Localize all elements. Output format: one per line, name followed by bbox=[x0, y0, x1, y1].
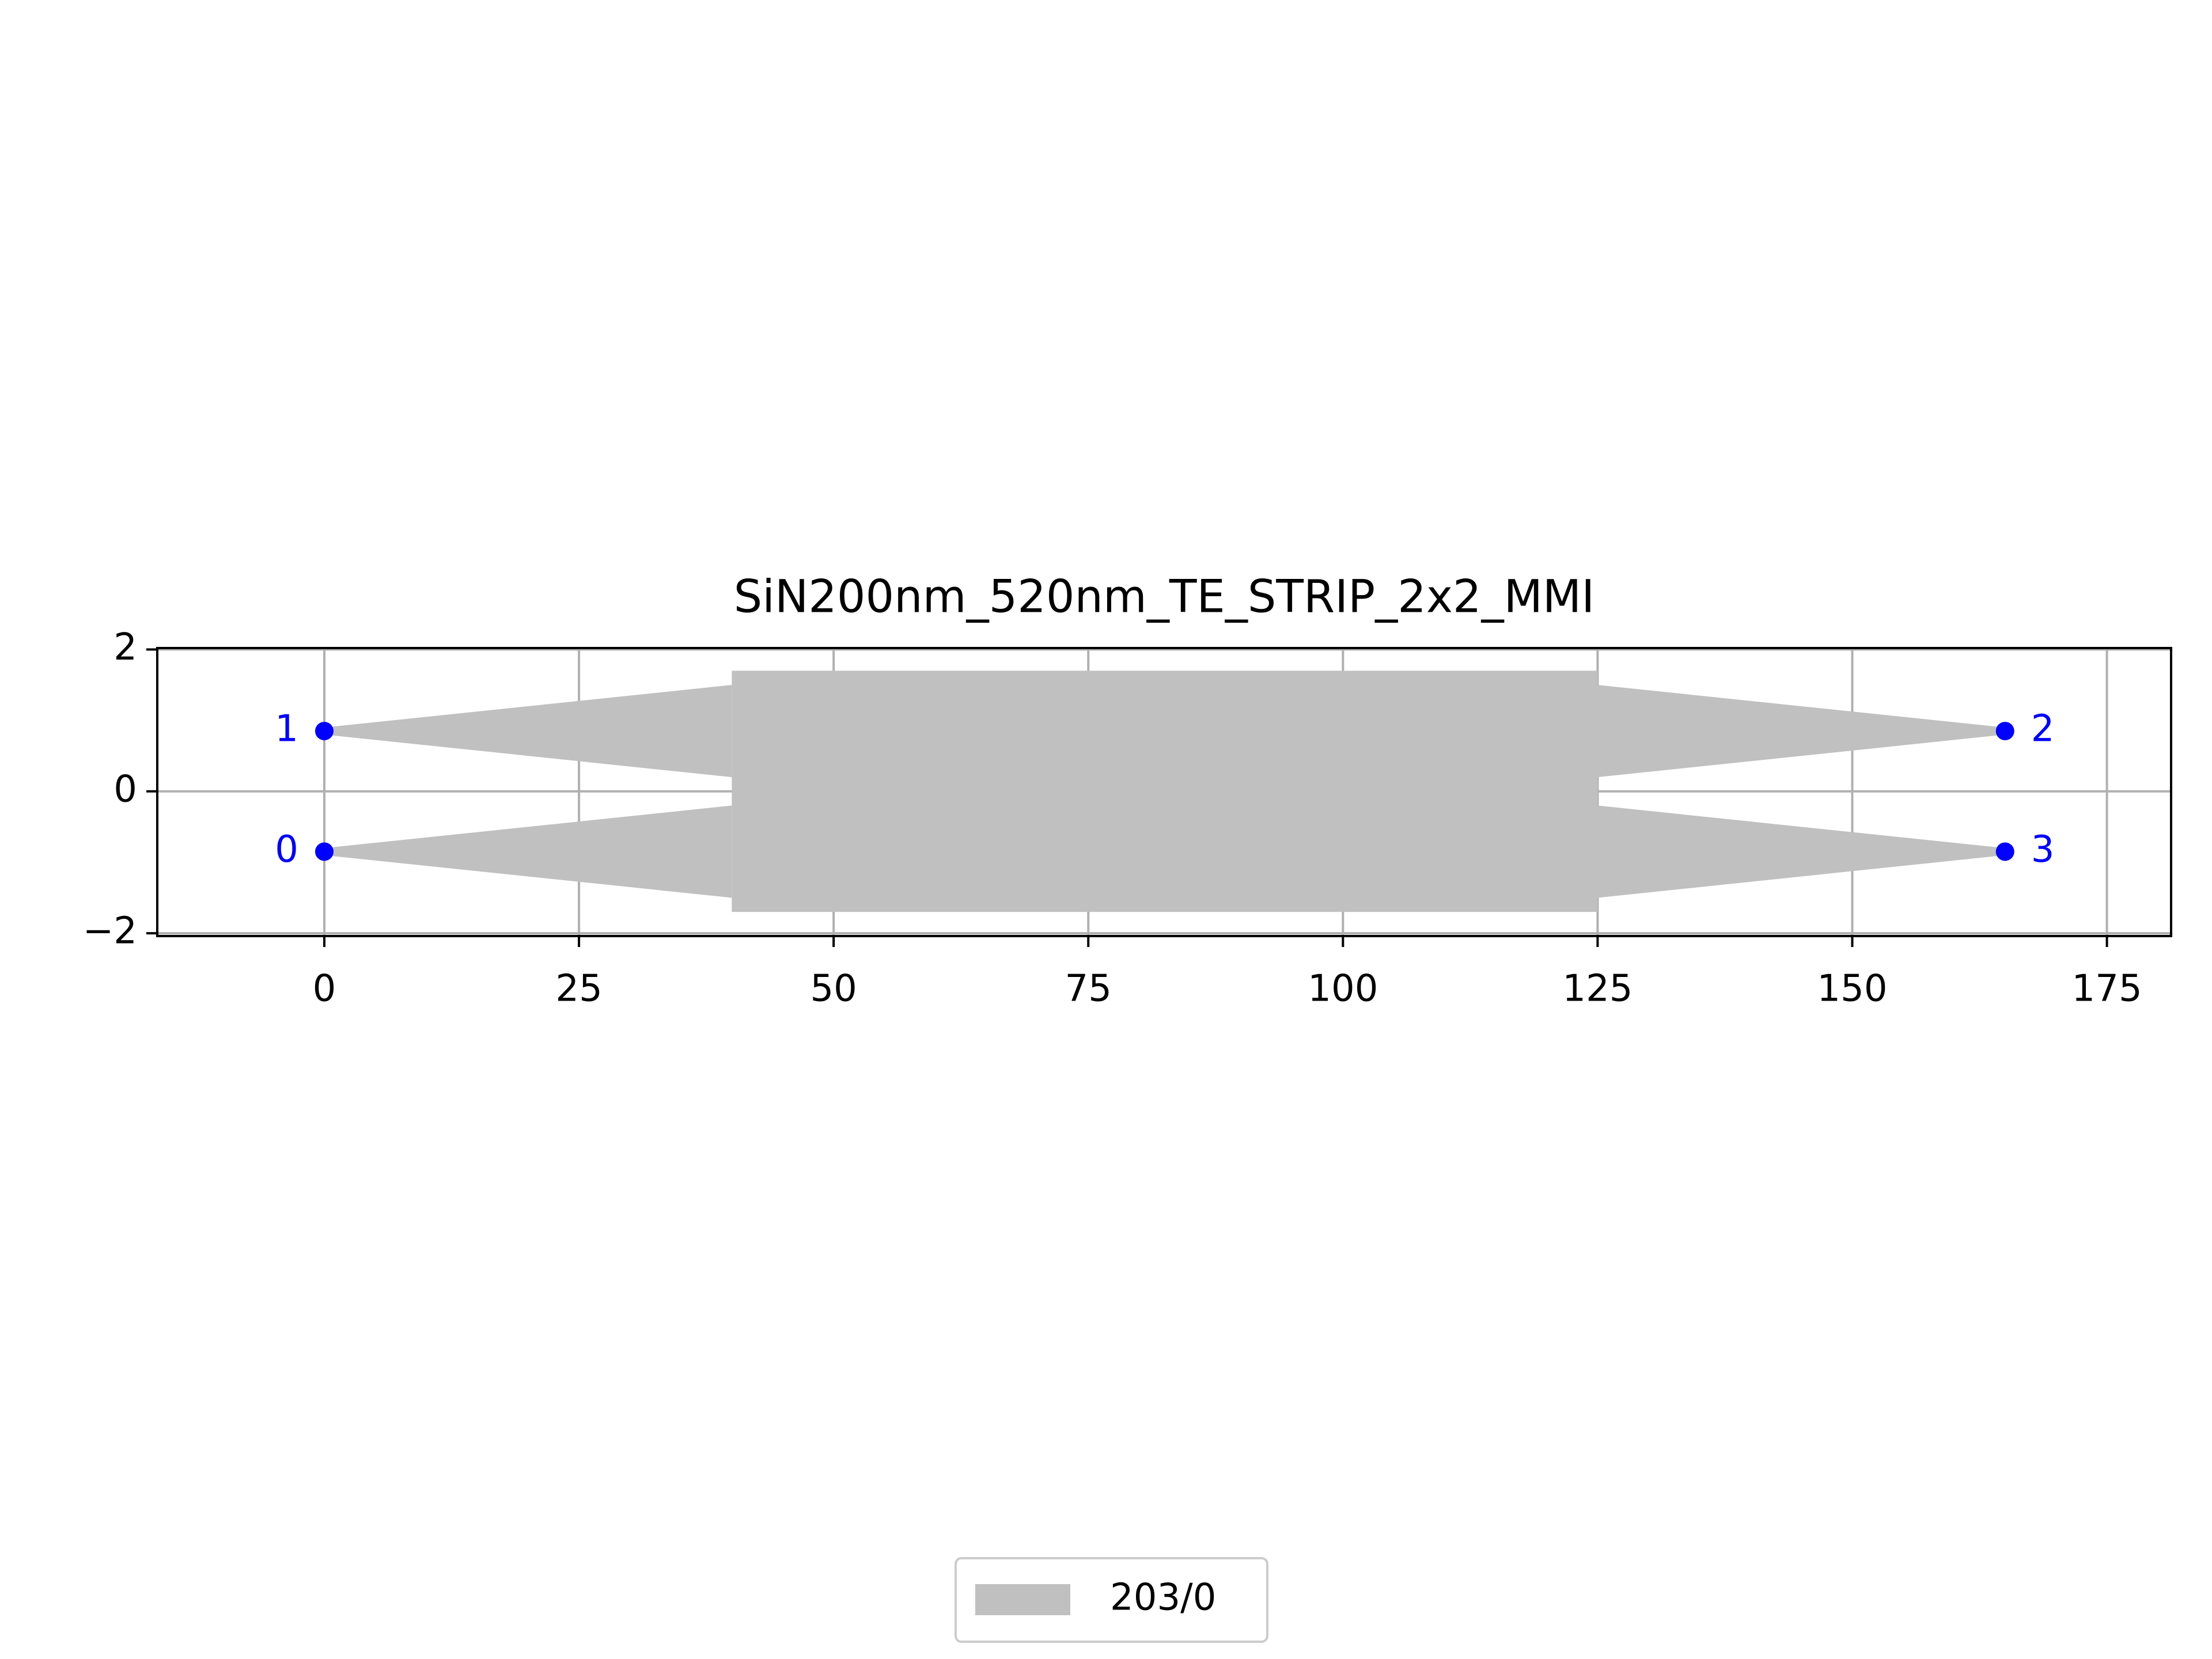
port-label: 2 bbox=[2031, 708, 2055, 751]
legend-swatch bbox=[975, 1584, 1070, 1615]
x-tick-label: 100 bbox=[1308, 968, 1378, 1010]
x-tick-label: 25 bbox=[555, 968, 602, 1010]
polygon bbox=[1597, 685, 2005, 778]
legend-frame bbox=[955, 1557, 1268, 1643]
port bbox=[315, 722, 334, 741]
polygon bbox=[324, 805, 732, 898]
x-tick-label: 125 bbox=[1562, 968, 1633, 1010]
port-label: 1 bbox=[275, 708, 298, 751]
port-label: 3 bbox=[2031, 828, 2055, 871]
polygon bbox=[732, 671, 1598, 912]
y-tick-label: −2 bbox=[83, 910, 137, 953]
x-tick-label: 150 bbox=[1817, 968, 1887, 1010]
port bbox=[1995, 722, 2014, 741]
x-tick-label: 50 bbox=[810, 968, 857, 1010]
y-tick-label: 0 bbox=[113, 768, 137, 810]
x-tick-label: 0 bbox=[313, 968, 336, 1010]
polygon bbox=[1597, 805, 2005, 898]
legend-label: 203/0 bbox=[1110, 1577, 1216, 1619]
x-tick-label: 175 bbox=[2072, 968, 2142, 1010]
legend: 203/0 bbox=[955, 1557, 1268, 1643]
x-tick-label: 75 bbox=[1065, 968, 1112, 1010]
polygon bbox=[324, 685, 732, 778]
y-tick-label: 2 bbox=[113, 626, 137, 669]
chart-title: SiN200nm_520nm_TE_STRIP_2x2_MMI bbox=[734, 571, 1594, 623]
port bbox=[315, 842, 334, 861]
port bbox=[1995, 842, 2014, 861]
port-label: 0 bbox=[275, 828, 298, 871]
